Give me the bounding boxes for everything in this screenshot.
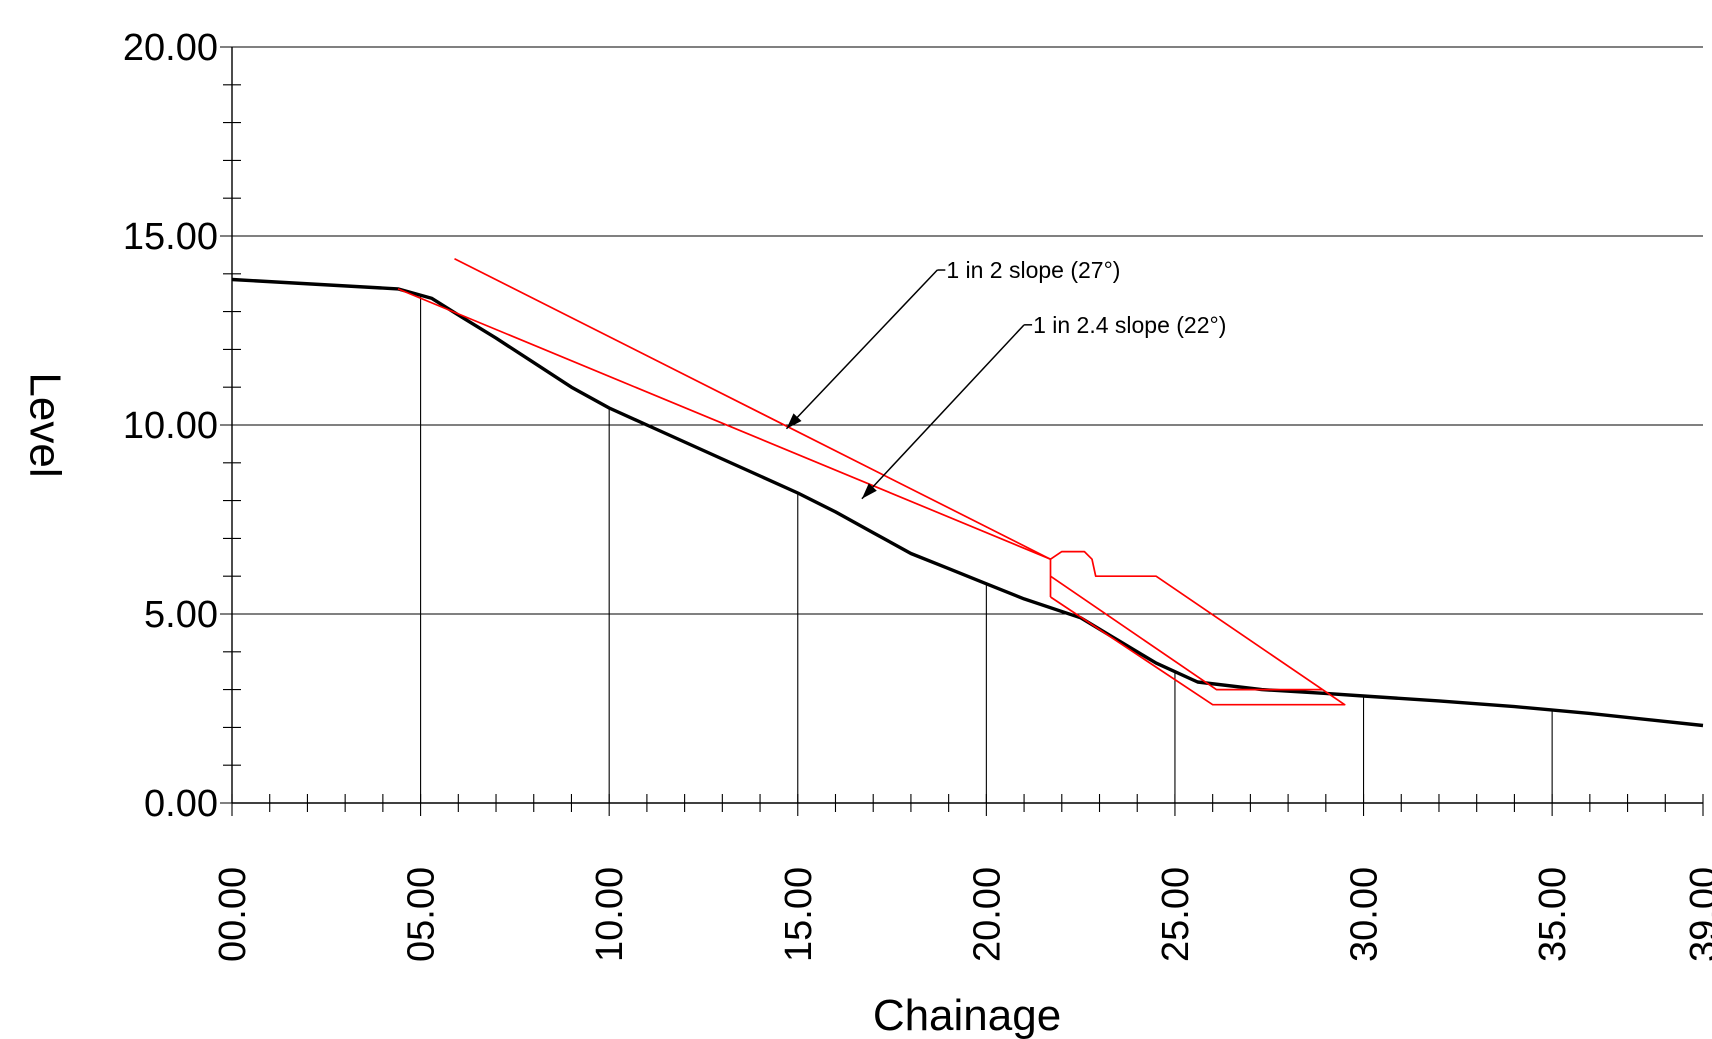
design-profile-line [397,288,1051,560]
x-tick-label: 39.00 [1683,867,1712,962]
x-tick-label: 20.00 [966,867,1008,962]
y-tick-label: 0.00 [144,783,218,825]
y-tick-label: 15.00 [123,216,218,258]
grid-layer [222,46,1703,804]
x-tick-label: 30.00 [1344,867,1386,962]
axis-layer [231,47,1703,804]
x-tick-label: 05.00 [401,867,443,962]
ground-profile-line [231,277,1704,728]
design-profile-line [454,257,1051,560]
x-tick-label: 15.00 [778,867,820,962]
x-tick-label: 35.00 [1532,867,1574,962]
design-profile-line [1049,550,1346,706]
annotation-label: 1 in 2.4 slope (22°) [1033,312,1226,338]
y-tick-label: 5.00 [144,594,218,636]
x-axis-title: Chainage [873,991,1061,1039]
y-tick-label: 20.00 [123,27,218,69]
annotation-arrowhead [786,413,802,429]
tick-layer [220,46,1704,816]
annotation-arrowhead [861,483,877,499]
annotation-leader-line [785,269,938,430]
label-layer: 0.00 5.00 10.00 15.00 20.00 00.00 05.00 10.00 15… [123,27,1712,962]
series-layer [231,257,1704,728]
x-tick-label: 25.00 [1155,867,1197,962]
design-profile-line [1050,575,1322,691]
x-tick-label: 10.00 [589,867,631,962]
annotation-label: 1 in 2 slope (27°) [946,257,1120,283]
y-axis-title: Level [20,372,69,477]
y-tick-label: 10.00 [123,405,218,447]
x-tick-label: 00.00 [212,867,254,962]
annotation-layer [785,269,1033,500]
annotation-leader-line [861,324,1025,500]
